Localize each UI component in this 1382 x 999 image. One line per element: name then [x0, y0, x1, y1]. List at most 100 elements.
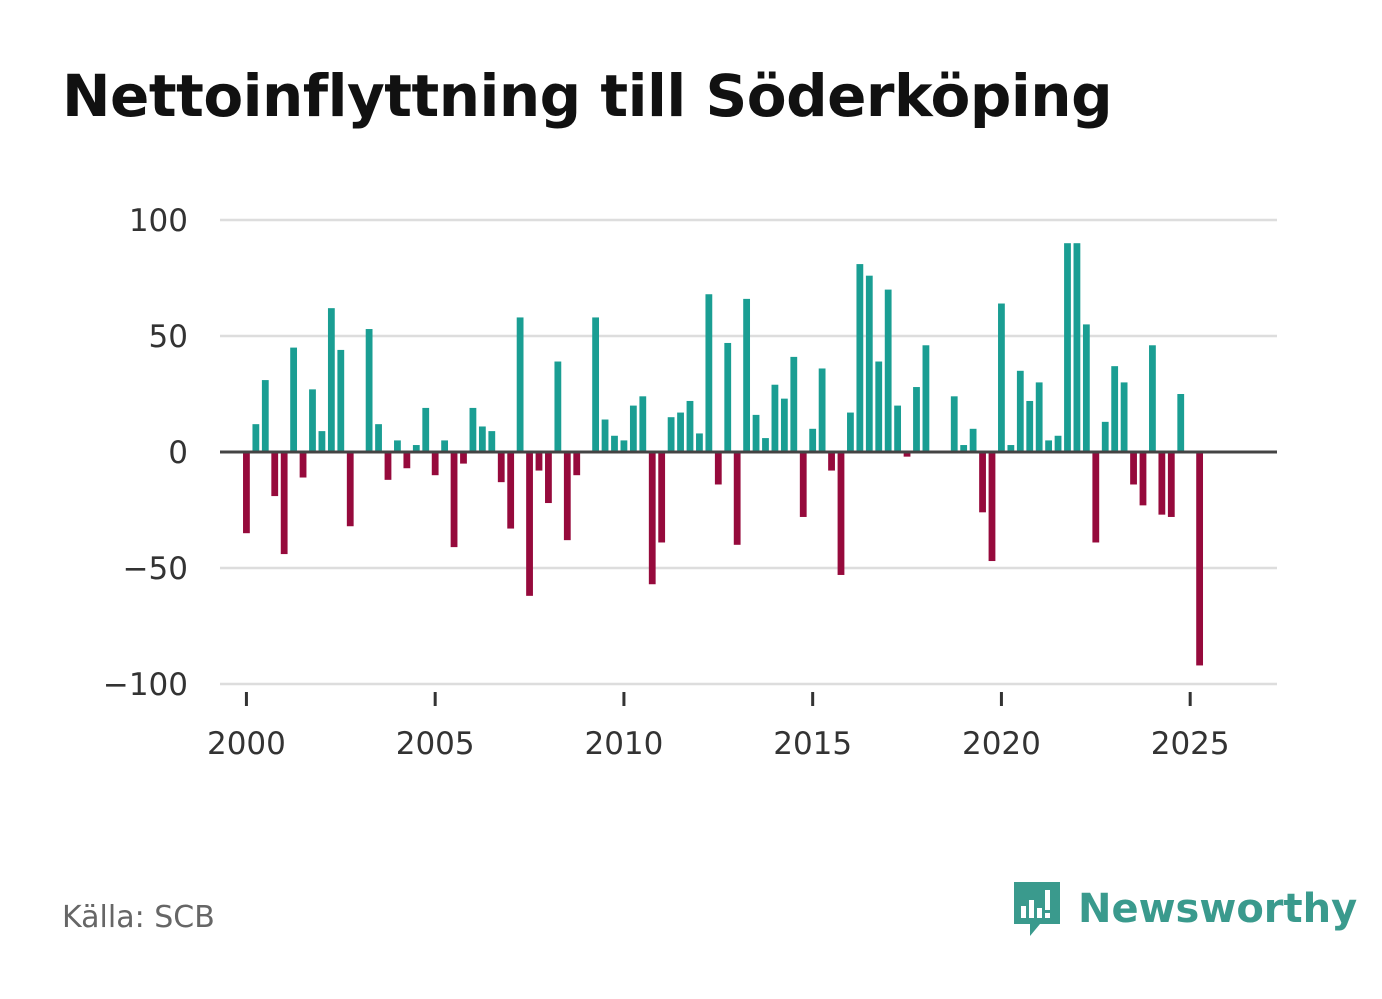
bar	[950, 396, 958, 452]
axes: 100 50 0 −50 −100 2000 2005 2010 2015 2020 2025	[103, 203, 1277, 762]
bar	[507, 452, 515, 529]
bar	[1054, 435, 1062, 452]
bar	[780, 398, 788, 452]
bar-chart: 100 50 0 −50 −100 2000 2005 2010 2015 2020 2025	[103, 203, 1277, 762]
bar	[478, 426, 486, 452]
bar	[554, 361, 562, 452]
bar	[422, 407, 430, 452]
bar	[752, 414, 760, 452]
bar	[545, 452, 552, 504]
bar	[375, 424, 382, 452]
bar	[441, 440, 449, 452]
bar	[601, 419, 609, 452]
bar	[696, 433, 703, 452]
x-tick-label: 2015	[773, 726, 852, 762]
bar	[1139, 452, 1147, 506]
bar	[790, 356, 798, 452]
bar	[1158, 452, 1166, 515]
y-tick-label: 50	[149, 319, 188, 355]
bar	[875, 361, 883, 452]
bar	[611, 435, 618, 452]
bar	[403, 452, 411, 469]
bar	[252, 424, 260, 452]
bar	[922, 345, 930, 452]
bar	[290, 347, 298, 452]
bar	[460, 452, 467, 464]
y-tick-label: 0	[168, 435, 188, 471]
bar	[573, 452, 581, 476]
source-label: Källa: SCB	[62, 900, 215, 935]
bar	[648, 452, 656, 585]
bar	[818, 368, 826, 452]
bar	[771, 384, 779, 452]
y-tick-label: 100	[129, 203, 188, 239]
bar	[271, 452, 279, 497]
bar	[1007, 445, 1015, 452]
bar	[865, 275, 873, 452]
bar	[686, 400, 694, 452]
bar	[280, 452, 288, 555]
bar	[327, 308, 335, 452]
bar	[677, 412, 684, 452]
bar	[743, 298, 751, 452]
bar	[526, 452, 533, 596]
bar	[243, 452, 250, 534]
bar	[412, 445, 420, 452]
bar	[1092, 452, 1100, 543]
bar	[261, 380, 269, 452]
bars	[243, 243, 1204, 666]
bar	[658, 452, 666, 543]
bar	[450, 452, 458, 548]
x-tick-label: 2020	[962, 726, 1041, 762]
bar	[998, 303, 1005, 452]
bar	[469, 407, 477, 452]
bar	[299, 452, 307, 478]
bar	[309, 389, 316, 452]
bar	[1045, 440, 1053, 452]
bar	[1196, 452, 1204, 666]
bar	[847, 412, 854, 452]
bar	[384, 452, 392, 480]
x-tick-label: 2005	[396, 726, 475, 762]
y-tick-label: −50	[123, 551, 188, 587]
bar	[837, 452, 845, 575]
bar	[1101, 421, 1109, 452]
bar	[799, 452, 807, 517]
y-tick-label: −100	[103, 667, 188, 703]
bar	[1016, 370, 1024, 452]
bar	[1082, 324, 1090, 452]
x-tick-label: 2010	[584, 726, 663, 762]
bar	[535, 452, 543, 471]
bar	[969, 428, 977, 452]
bar	[620, 440, 628, 452]
bar	[714, 452, 722, 485]
bar	[1177, 394, 1185, 452]
x-tick-label: 2025	[1151, 726, 1230, 762]
bar	[1035, 382, 1043, 452]
bar	[828, 452, 835, 471]
bar	[979, 452, 986, 513]
bar	[903, 452, 911, 457]
bar	[337, 349, 345, 452]
bar	[894, 405, 902, 452]
bar	[809, 428, 817, 452]
bar	[884, 289, 892, 452]
bar	[705, 294, 713, 452]
brand-name: Newsworthy	[1078, 886, 1358, 932]
bar	[1130, 452, 1137, 485]
bar	[639, 396, 647, 452]
bar	[497, 452, 505, 483]
bar	[988, 452, 996, 562]
bar	[733, 452, 741, 545]
bar	[1026, 400, 1034, 452]
bar	[856, 264, 864, 452]
newsworthy-logo-icon	[1014, 882, 1060, 936]
bar	[1064, 243, 1071, 452]
bar	[431, 452, 439, 476]
bar	[913, 387, 920, 452]
bar	[592, 317, 600, 452]
bar	[629, 405, 637, 452]
bar	[1073, 243, 1081, 452]
brand-logo[interactable]: Newsworthy	[1010, 878, 1357, 940]
bar	[488, 431, 496, 452]
